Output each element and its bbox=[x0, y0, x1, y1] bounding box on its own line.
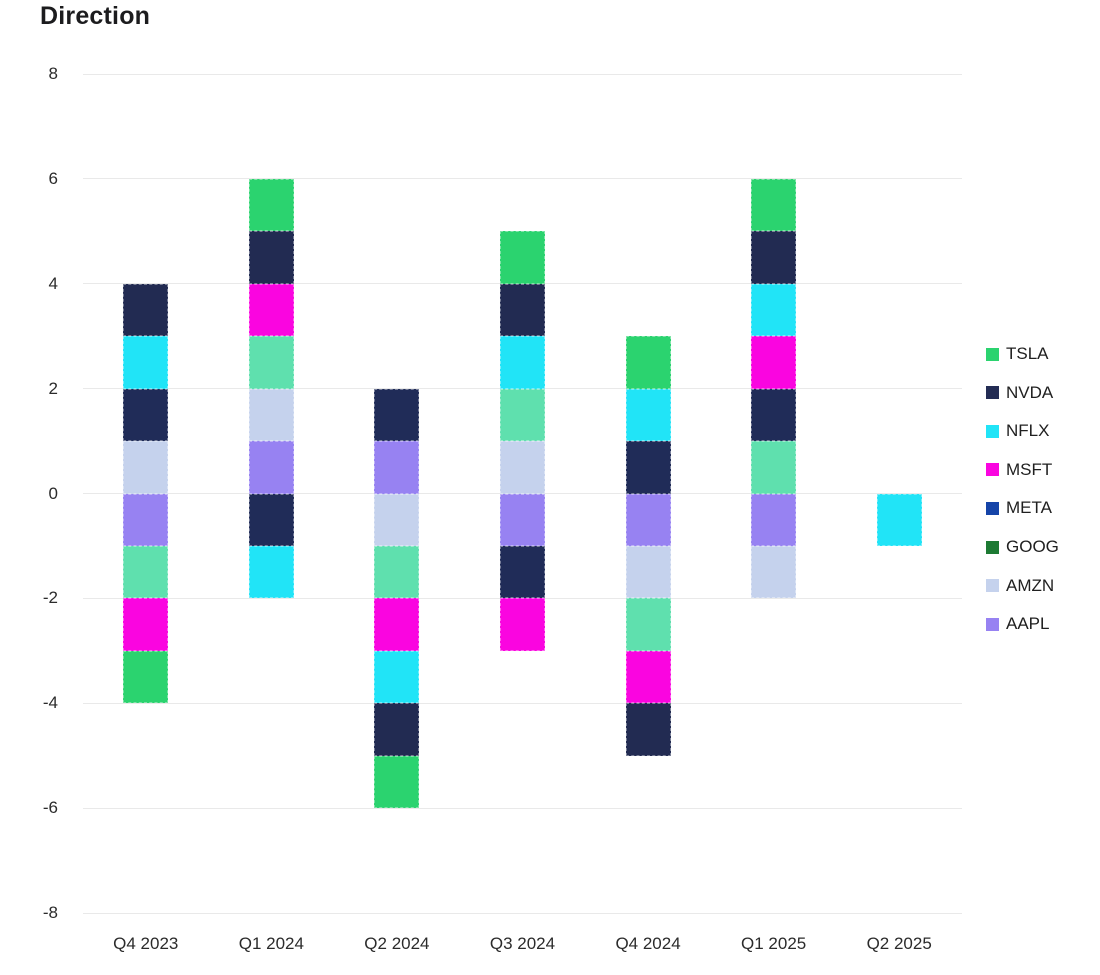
legend-item-goog[interactable]: GOOG bbox=[986, 537, 1059, 557]
legend-item-msft[interactable]: MSFT bbox=[986, 460, 1052, 480]
legend-swatch-icon bbox=[986, 501, 999, 515]
y-tick-label: -4 bbox=[42, 693, 58, 713]
bar-segment-nflx[interactable] bbox=[123, 336, 169, 389]
legend-swatch-icon bbox=[986, 424, 999, 438]
y-tick-label: -6 bbox=[42, 798, 58, 818]
bar-segment-goog[interactable] bbox=[123, 545, 169, 599]
legend-label: NVDA bbox=[1006, 382, 1054, 402]
bar-segment-aapl[interactable] bbox=[500, 493, 545, 546]
bar-segment-amzn[interactable] bbox=[751, 545, 797, 599]
legend-item-tsla[interactable]: TSLA bbox=[986, 344, 1049, 364]
bar-segment-tsla[interactable] bbox=[625, 336, 671, 389]
legend-item-nvda[interactable]: NVDA bbox=[986, 383, 1053, 403]
y-tick-label: 2 bbox=[48, 378, 58, 398]
legend-swatch-icon bbox=[986, 617, 999, 631]
bar-segment-goog[interactable] bbox=[625, 598, 671, 651]
legend-item-nflx[interactable]: NFLX bbox=[986, 421, 1049, 441]
bar-segment-meta[interactable] bbox=[751, 388, 797, 442]
bar-segment-tsla[interactable] bbox=[751, 178, 797, 232]
bar-segment-goog[interactable] bbox=[751, 441, 797, 494]
legend-label: NFLX bbox=[1006, 421, 1050, 441]
bar-segment-nvda[interactable] bbox=[248, 231, 294, 284]
x-axis-label: Q3 2024 bbox=[489, 934, 556, 953]
bar-segment-nflx[interactable] bbox=[876, 493, 922, 546]
bar-segment-msft[interactable] bbox=[625, 650, 671, 704]
chart-title: Direction bbox=[40, 2, 151, 30]
bar-segment-nflx[interactable] bbox=[500, 336, 545, 389]
bar-segment-goog[interactable] bbox=[248, 336, 294, 389]
bar-segment-nflx[interactable] bbox=[751, 283, 797, 337]
bar-segment-aapl[interactable] bbox=[248, 441, 294, 494]
gridline bbox=[83, 702, 962, 704]
legend-item-meta[interactable]: META bbox=[986, 498, 1052, 518]
x-axis-label: Q1 2025 bbox=[741, 934, 807, 953]
bar-segment-nflx[interactable] bbox=[248, 545, 294, 599]
bar-segment-tsla[interactable] bbox=[123, 650, 169, 704]
legend-label: META bbox=[1006, 498, 1052, 518]
legend-swatch-icon bbox=[986, 579, 999, 593]
bar-segment-amzn[interactable] bbox=[374, 493, 420, 546]
bar-segment-nvda[interactable] bbox=[123, 283, 169, 337]
bar-segment-msft[interactable] bbox=[123, 598, 169, 651]
bar-segment-amzn[interactable] bbox=[500, 441, 545, 494]
bar-segment-msft[interactable] bbox=[374, 598, 420, 651]
bar-segment-msft[interactable] bbox=[248, 283, 294, 337]
legend-label: GOOG bbox=[1006, 537, 1059, 556]
bar-segment-aapl[interactable] bbox=[625, 493, 671, 546]
legend-swatch-icon bbox=[986, 540, 999, 554]
x-axis-label: Q4 2023 bbox=[113, 934, 179, 953]
y-tick-label: -2 bbox=[42, 588, 58, 608]
legend-swatch-icon bbox=[986, 386, 999, 400]
bar-segment-goog[interactable] bbox=[374, 545, 420, 599]
gridline bbox=[83, 807, 962, 809]
legend-label: AAPL bbox=[1006, 614, 1050, 634]
bar-segment-nflx[interactable] bbox=[625, 388, 671, 442]
bar-segment-meta[interactable] bbox=[500, 545, 545, 599]
bar-segment-nvda[interactable] bbox=[751, 231, 797, 284]
legend-swatch-icon bbox=[986, 463, 999, 477]
x-axis-label: Q2 2024 bbox=[364, 934, 430, 953]
x-axis-label: Q2 2025 bbox=[866, 934, 932, 953]
bar-segment-amzn[interactable] bbox=[123, 441, 169, 494]
bar-segment-nvda[interactable] bbox=[374, 703, 420, 756]
bar-segment-meta[interactable] bbox=[123, 388, 169, 442]
bar-segment-meta[interactable] bbox=[374, 388, 420, 442]
x-axis-label: Q4 2024 bbox=[615, 934, 681, 953]
legend-swatch-icon bbox=[986, 347, 999, 361]
bar-segment-tsla[interactable] bbox=[374, 755, 420, 809]
bar-segment-amzn[interactable] bbox=[625, 545, 671, 599]
bar-segment-aapl[interactable] bbox=[374, 441, 420, 494]
bar-segment-nflx[interactable] bbox=[374, 650, 420, 704]
bar-segment-amzn[interactable] bbox=[248, 388, 294, 442]
bar-segment-goog[interactable] bbox=[500, 388, 545, 442]
bar-segment-tsla[interactable] bbox=[248, 178, 294, 232]
y-tick-label: 4 bbox=[48, 273, 58, 293]
gridline bbox=[83, 912, 962, 914]
legend-item-aapl[interactable]: AAPL bbox=[986, 614, 1049, 634]
y-tick-label: 0 bbox=[48, 483, 58, 503]
bar-segment-meta[interactable] bbox=[625, 441, 671, 494]
legend-item-amzn[interactable]: AMZN bbox=[986, 576, 1054, 596]
y-tick-label: 8 bbox=[48, 64, 58, 83]
y-tick-label: 6 bbox=[48, 168, 58, 188]
gridline bbox=[83, 73, 962, 75]
bar-segment-aapl[interactable] bbox=[751, 493, 797, 546]
bar-segment-nvda[interactable] bbox=[500, 283, 545, 337]
x-axis-label: Q1 2024 bbox=[238, 934, 304, 953]
bar-segment-msft[interactable] bbox=[500, 598, 545, 651]
bar-segment-tsla[interactable] bbox=[500, 231, 545, 284]
bar-segment-aapl[interactable] bbox=[123, 493, 169, 546]
legend-label: MSFT bbox=[1006, 459, 1053, 479]
bar-segment-nvda[interactable] bbox=[625, 703, 671, 756]
y-tick-label: -8 bbox=[42, 903, 58, 922]
legend-label: TSLA bbox=[1006, 344, 1049, 363]
bar-segment-msft[interactable] bbox=[751, 336, 797, 389]
legend-label: AMZN bbox=[1006, 575, 1055, 595]
gridline bbox=[83, 178, 962, 180]
bar-segment-meta[interactable] bbox=[248, 493, 294, 546]
